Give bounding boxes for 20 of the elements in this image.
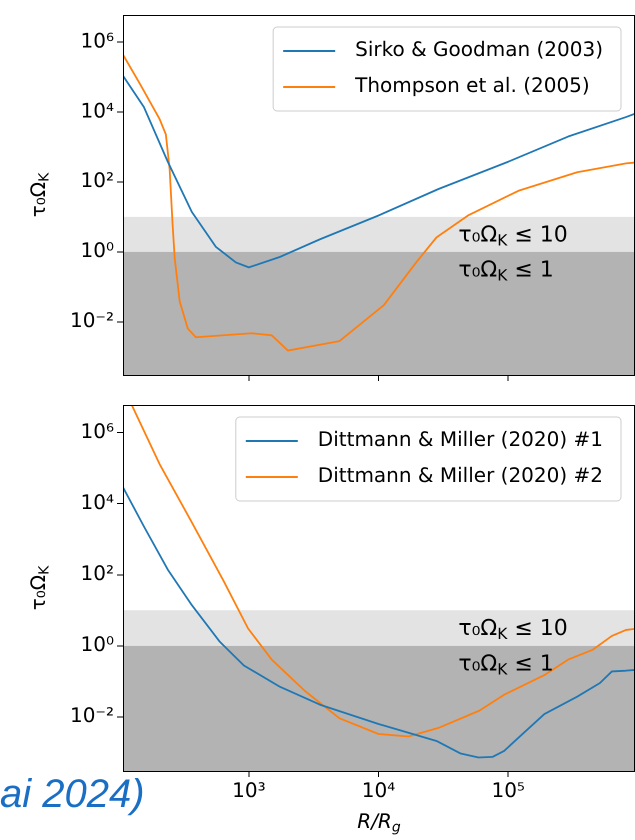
y-tick-label: 10⁴	[80, 490, 114, 514]
x-tick-label: 10⁴	[362, 778, 396, 802]
legend-label: Sirko & Goodman (2003)	[355, 37, 604, 62]
legend-label: Dittmann & Miller (2020) #2	[318, 463, 604, 488]
y-tick-label: 10⁰	[80, 632, 114, 656]
y-axis-title: τ₀ΩK	[26, 564, 53, 610]
y-tick-label: 10²	[80, 560, 114, 585]
y-tick-label: 10⁻²	[70, 308, 114, 332]
y-tick-label: 10⁻²	[70, 703, 114, 728]
legend-label: Thompson et al. (2005)	[354, 73, 590, 98]
x-tick-label: 10³	[232, 778, 266, 802]
y-tick-label: 10²	[80, 168, 114, 192]
legend-label: Dittmann & Miller (2020) #1	[318, 427, 604, 452]
y-tick-label: 10⁴	[80, 98, 114, 122]
x-tick-label: 10⁵	[491, 778, 525, 802]
y-tick-label: 10⁶	[80, 28, 114, 52]
text: ai 2024)	[0, 772, 145, 817]
y-tick-label: 10⁶	[80, 418, 114, 443]
y-axis-title: τ₀ΩK	[26, 172, 53, 218]
y-tick-label: 10⁰	[80, 238, 114, 262]
